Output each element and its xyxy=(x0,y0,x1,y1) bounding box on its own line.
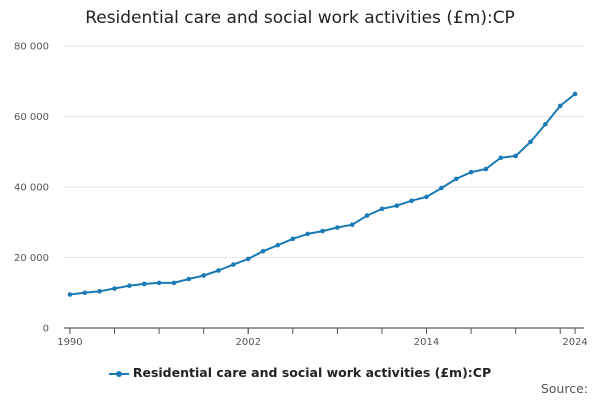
y-tick-label: 80 000 xyxy=(14,42,49,53)
x-tick-label: 2002 xyxy=(236,337,261,348)
data-point xyxy=(513,153,518,159)
data-point xyxy=(275,242,281,248)
y-tick-label: 40 000 xyxy=(14,183,49,194)
legend-label: Residential care and social work activit… xyxy=(132,365,492,380)
data-point xyxy=(216,268,221,273)
data-point xyxy=(141,281,147,287)
y-tick-label: 60 000 xyxy=(14,112,49,123)
data-point xyxy=(335,225,340,230)
chart-title: Residential care and social work activit… xyxy=(85,8,515,28)
data-point xyxy=(171,280,177,286)
data-point xyxy=(557,103,563,109)
data-point xyxy=(201,273,206,278)
data-point xyxy=(127,283,132,289)
data-point xyxy=(439,185,444,191)
data-point xyxy=(320,228,325,234)
series-line xyxy=(69,93,576,296)
data-point xyxy=(424,194,429,200)
x-tick-label: 1990 xyxy=(57,337,82,348)
data-point xyxy=(260,248,266,254)
data-point xyxy=(483,166,489,172)
y-tick-label: 0 xyxy=(43,324,49,335)
data-point xyxy=(543,121,548,127)
data-point xyxy=(379,206,385,212)
data-point xyxy=(112,286,117,291)
x-tick-label: 2014 xyxy=(414,337,439,348)
data-point xyxy=(245,256,251,262)
data-point xyxy=(394,203,400,208)
data-point xyxy=(97,289,102,294)
data-point xyxy=(349,222,355,228)
series-layer xyxy=(67,91,578,297)
data-point xyxy=(528,139,533,145)
data-point xyxy=(468,169,474,175)
legend[interactable]: Residential care and social work activit… xyxy=(0,365,600,380)
data-point xyxy=(305,231,310,237)
data-point xyxy=(290,236,296,242)
axis-layer: 0 20 000 40 000 60 000 80 000 1990 2002 2014 202… xyxy=(14,42,588,349)
data-point xyxy=(156,280,162,286)
data-point xyxy=(186,276,192,282)
data-point xyxy=(572,91,578,97)
x-tick-label: 2024 xyxy=(562,337,587,348)
data-point xyxy=(231,262,236,267)
data-point xyxy=(364,213,370,218)
y-tick-label: 20 000 xyxy=(14,253,49,264)
data-point xyxy=(409,198,414,204)
source-label: Source: xyxy=(540,381,588,396)
data-point xyxy=(67,292,73,297)
data-point xyxy=(82,290,88,296)
data-point xyxy=(453,176,459,182)
legend-line-marker-icon xyxy=(108,369,129,379)
data-point xyxy=(498,155,504,161)
grid-layer xyxy=(64,45,584,258)
